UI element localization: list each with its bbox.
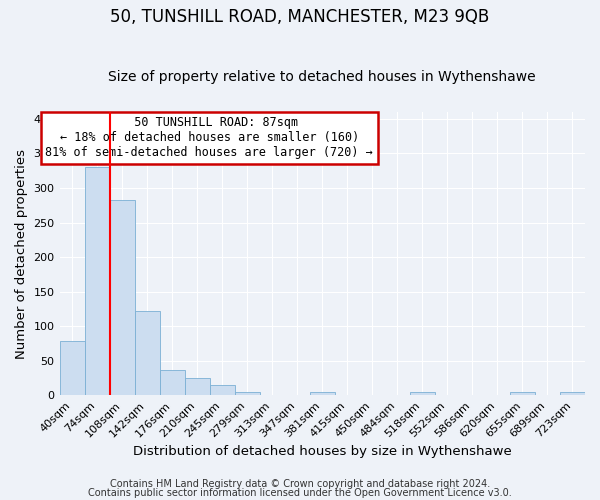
Bar	[85, 168, 110, 395]
Title: Size of property relative to detached houses in Wythenshawe: Size of property relative to detached ho…	[109, 70, 536, 85]
Bar	[185, 378, 209, 395]
Bar	[110, 200, 134, 395]
Bar	[160, 370, 185, 395]
Bar	[59, 342, 85, 395]
Bar	[310, 392, 335, 395]
Bar	[134, 311, 160, 395]
Bar	[560, 392, 585, 395]
Text: Contains public sector information licensed under the Open Government Licence v3: Contains public sector information licen…	[88, 488, 512, 498]
Bar	[235, 392, 260, 395]
Bar	[209, 386, 235, 395]
Y-axis label: Number of detached properties: Number of detached properties	[15, 148, 28, 358]
Bar	[410, 392, 435, 395]
X-axis label: Distribution of detached houses by size in Wythenshawe: Distribution of detached houses by size …	[133, 444, 512, 458]
Bar	[510, 392, 535, 395]
Text: Contains HM Land Registry data © Crown copyright and database right 2024.: Contains HM Land Registry data © Crown c…	[110, 479, 490, 489]
Text: 50, TUNSHILL ROAD, MANCHESTER, M23 9QB: 50, TUNSHILL ROAD, MANCHESTER, M23 9QB	[110, 8, 490, 26]
Text: 50 TUNSHILL ROAD: 87sqm
← 18% of detached houses are smaller (160)
81% of semi-d: 50 TUNSHILL ROAD: 87sqm ← 18% of detache…	[46, 116, 373, 160]
